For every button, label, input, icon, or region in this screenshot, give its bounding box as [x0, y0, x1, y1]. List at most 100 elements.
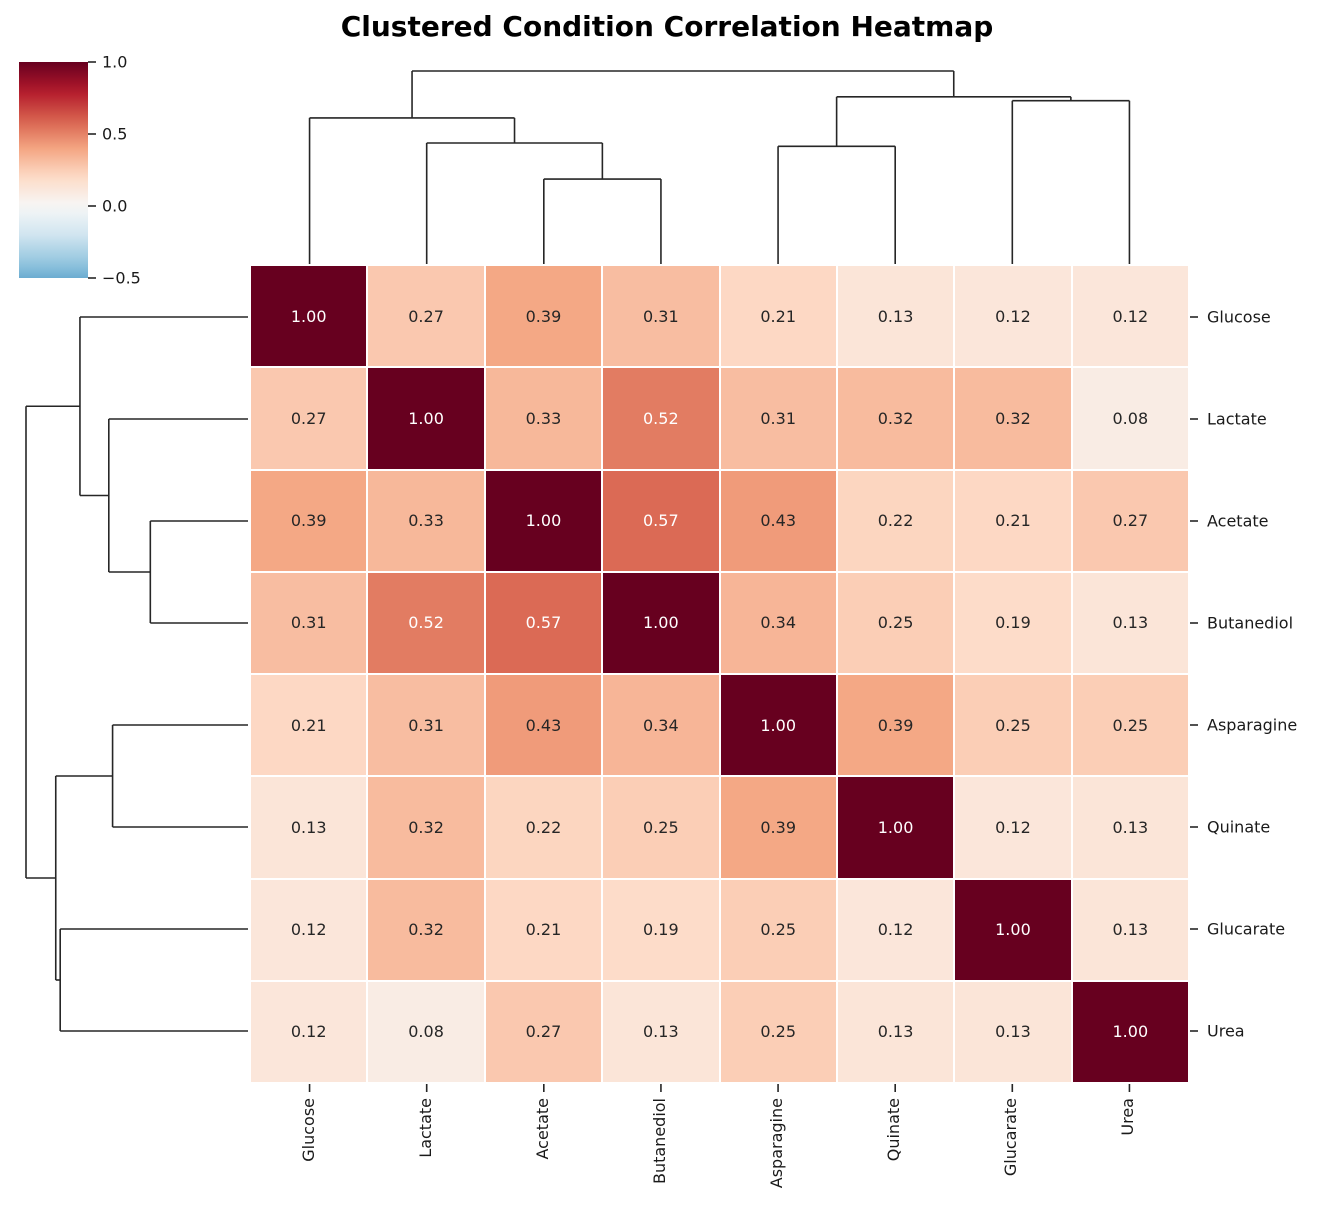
- cell-value: 0.12: [995, 306, 1031, 326]
- row-label-acetate: Acetate: [1207, 511, 1269, 531]
- cell-value: 0.21: [760, 306, 796, 326]
- cell-value: 1.00: [525, 511, 562, 531]
- heatmap-cell: 0.13: [955, 981, 1071, 1082]
- cell-value: 0.34: [643, 715, 679, 735]
- cell-value: 0.08: [408, 1022, 444, 1042]
- heatmap-cell: 0.33: [368, 470, 484, 571]
- heatmap-cell: 0.25: [603, 777, 719, 878]
- heatmap-cell: 0.32: [955, 368, 1071, 469]
- cell-value: 0.27: [290, 408, 327, 428]
- colorbar-tick-label: −0.5: [102, 268, 141, 288]
- heatmap-cell: 0.21: [720, 266, 836, 367]
- cell-value: 1.00: [877, 817, 914, 837]
- heatmap-cell: 0.32: [368, 777, 484, 878]
- heatmap-cell: 0.25: [955, 675, 1071, 776]
- heatmap-cell: 0.13: [837, 266, 954, 367]
- cell-value: 0.39: [877, 715, 914, 735]
- heatmap-cell: 0.32: [368, 879, 484, 980]
- heatmap-cell: 0.31: [251, 572, 367, 673]
- cell-value: 0.27: [408, 306, 444, 326]
- heatmap-cell: 0.39: [837, 675, 954, 776]
- heatmap-cell: 1.00: [955, 879, 1071, 980]
- cell-value: 0.13: [643, 1022, 679, 1042]
- cell-value: 0.52: [643, 408, 679, 428]
- heatmap-cell: 0.19: [955, 572, 1071, 673]
- row-label-urea: Urea: [1207, 1021, 1245, 1041]
- row-label-glucose: Glucose: [1207, 307, 1271, 327]
- cell-value: 0.12: [1112, 306, 1149, 326]
- colorbar: [19, 62, 88, 278]
- heatmap-cell: 1.00: [368, 368, 484, 469]
- cell-value: 0.32: [995, 408, 1031, 428]
- cell-value: 0.34: [760, 613, 796, 633]
- heatmap-cell: 1.00: [603, 572, 719, 673]
- heatmap-cell: 0.52: [368, 572, 484, 673]
- heatmap-cell: 0.43: [720, 470, 836, 571]
- cell-value: 0.13: [877, 1022, 914, 1042]
- heatmap-cell: 0.12: [955, 266, 1071, 367]
- heatmap-cell: 0.22: [837, 470, 954, 571]
- heatmap-cell: 1.00: [1072, 981, 1188, 1082]
- row-label-lactate: Lactate: [1207, 409, 1267, 429]
- cell-value: 0.12: [995, 817, 1031, 837]
- col-label-asparagine: Asparagine: [767, 1098, 787, 1189]
- cell-value: 0.13: [877, 306, 914, 326]
- cell-value: 0.43: [760, 511, 796, 531]
- heatmap-cell: 0.27: [1072, 470, 1188, 571]
- heatmap-cell: 0.33: [485, 368, 602, 469]
- row-label-quinate: Quinate: [1207, 817, 1271, 837]
- cell-value: 0.31: [290, 613, 327, 633]
- cell-value: 0.13: [1112, 817, 1149, 837]
- row-label-glucarate: Glucarate: [1207, 919, 1286, 939]
- cell-value: 1.00: [643, 613, 679, 633]
- heatmap-cell: 0.13: [251, 777, 367, 878]
- cell-value: 0.33: [408, 511, 444, 531]
- cell-value: 0.32: [408, 817, 444, 837]
- cell-value: 0.31: [643, 306, 679, 326]
- heatmap-cell: 0.12: [251, 879, 367, 980]
- cell-value: 0.39: [525, 306, 562, 326]
- chart-title: Clustered Condition Correlation Heatmap: [340, 10, 994, 43]
- heatmap-cell: 0.25: [720, 879, 836, 980]
- cell-value: 1.00: [760, 715, 796, 735]
- cell-value: 0.19: [995, 613, 1031, 633]
- cell-value: 0.31: [408, 715, 444, 735]
- cell-value: 0.25: [760, 1022, 796, 1042]
- cell-value: 0.25: [760, 920, 796, 940]
- cell-value: 0.08: [1112, 408, 1149, 428]
- cell-value: 0.12: [290, 1022, 327, 1042]
- cell-value: 0.57: [643, 511, 679, 531]
- heatmap-cell: 0.27: [485, 981, 602, 1082]
- heatmap-cell: 1.00: [251, 266, 367, 367]
- cell-value: 1.00: [995, 920, 1031, 940]
- heatmap-cell: 0.25: [1072, 675, 1188, 776]
- heatmap-cell: 1.00: [485, 470, 602, 571]
- cell-value: 0.22: [877, 511, 914, 531]
- heatmap-cell: 0.34: [720, 572, 836, 673]
- heatmap-cell: 1.00: [720, 675, 836, 776]
- cell-value: 0.21: [290, 715, 327, 735]
- heatmap-cell: 0.12: [1072, 266, 1188, 367]
- heatmap-cell: 0.27: [368, 266, 484, 367]
- row-label-asparagine: Asparagine: [1207, 715, 1298, 735]
- cell-value: 0.25: [877, 613, 914, 633]
- col-label-lactate: Lactate: [415, 1098, 435, 1158]
- cell-value: 0.19: [643, 920, 679, 940]
- cell-value: 0.32: [408, 920, 444, 940]
- heatmap-cell: 0.13: [1072, 879, 1188, 980]
- cell-value: 0.12: [290, 920, 327, 940]
- heatmap-cell: 0.13: [1072, 777, 1188, 878]
- cell-value: 0.25: [1112, 715, 1149, 735]
- col-label-acetate: Acetate: [532, 1098, 552, 1160]
- heatmap-cell: 0.12: [251, 981, 367, 1082]
- heatmap-cell: 0.21: [485, 879, 602, 980]
- heatmap-cell: 0.21: [955, 470, 1071, 571]
- heatmap-cell: 0.13: [1072, 572, 1188, 673]
- heatmap-cell: 0.12: [955, 777, 1071, 878]
- cell-value: 0.25: [995, 715, 1031, 735]
- cell-value: 0.52: [408, 613, 444, 633]
- cell-value: 0.21: [525, 920, 562, 940]
- cell-value: 0.13: [1112, 613, 1149, 633]
